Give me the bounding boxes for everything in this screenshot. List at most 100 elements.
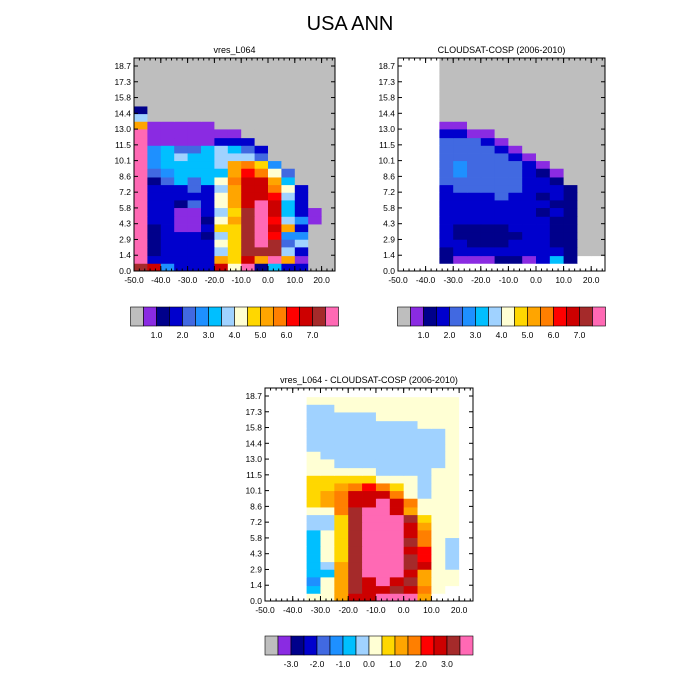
x-tick-label: 20.0 — [451, 605, 468, 615]
x-tick-label: -10.0 — [232, 275, 252, 285]
heatmap-cell — [334, 396, 349, 405]
heatmap-cell — [549, 58, 564, 68]
heatmap-cell — [308, 66, 322, 75]
heatmap-cell — [147, 231, 162, 240]
heatmap-cell — [417, 428, 432, 437]
y-tick-label: 15.8 — [378, 93, 395, 103]
heatmap-cell — [321, 121, 336, 130]
heatmap-cell — [389, 530, 405, 539]
x-tick-label: -50.0 — [255, 605, 275, 615]
heatmap-cell — [265, 576, 280, 587]
heatmap-cell — [254, 216, 269, 225]
heatmap-cell — [174, 263, 188, 272]
heatmap-cell — [254, 239, 269, 248]
heatmap-cell — [147, 160, 162, 169]
heatmap-cell — [403, 507, 418, 516]
y-tick-label: 10.1 — [378, 156, 395, 166]
heatmap-cell — [375, 396, 391, 405]
heatmap-cell — [281, 200, 296, 209]
heatmap-cell — [306, 576, 321, 587]
heatmap-cell — [187, 153, 202, 162]
heatmap-cell — [522, 192, 537, 201]
heatmap-cell — [577, 216, 592, 225]
heatmap-cell — [536, 207, 551, 217]
heatmap-cell — [268, 200, 282, 209]
heatmap-cell — [134, 177, 148, 186]
heatmap-cell — [411, 113, 426, 122]
heatmap-cell — [160, 246, 175, 257]
heatmap-cell — [278, 436, 294, 445]
heatmap-cell — [187, 113, 202, 122]
heatmap-cell — [591, 58, 606, 68]
colorbar-label: 3.0 — [470, 330, 482, 340]
heatmap-cell — [320, 459, 335, 469]
heatmap-cell — [265, 475, 280, 484]
heatmap-cell — [292, 467, 307, 476]
heatmap-cell — [308, 160, 322, 169]
colorbar-swatch — [299, 306, 313, 327]
heatmap-cell — [292, 530, 307, 539]
heatmap-cell — [268, 177, 282, 186]
heatmap-cell — [417, 412, 432, 422]
heatmap-cell — [459, 569, 474, 578]
heatmap-cell — [227, 246, 242, 257]
heatmap-cell — [375, 475, 391, 484]
heatmap-cell — [398, 113, 413, 122]
heatmap-cell — [389, 569, 405, 578]
heatmap-cell — [306, 498, 321, 508]
heatmap-cell — [241, 90, 255, 99]
heatmap-cell — [417, 459, 432, 469]
heatmap-cell — [431, 522, 446, 531]
heatmap-cell — [334, 576, 349, 587]
heatmap-cell — [201, 192, 215, 201]
heatmap-cell — [591, 200, 606, 209]
colorbar-swatch — [247, 306, 261, 327]
heatmap-cell — [445, 546, 460, 555]
colorbar: -3.0 -2.0 -1.0 0.0 1.0 2.0 3.0 — [264, 635, 474, 669]
heatmap-cell — [431, 475, 446, 484]
heatmap-cell — [417, 507, 432, 516]
heatmap-cell — [278, 576, 294, 587]
heatmap-cell — [292, 443, 307, 452]
figure-title: USA ANN — [307, 13, 394, 35]
heatmap-cell — [254, 82, 269, 92]
heatmap-cell — [425, 231, 440, 240]
heatmap-cell — [214, 90, 229, 99]
heatmap-cell — [160, 90, 175, 99]
heatmap-cell — [467, 153, 482, 162]
heatmap-cell — [522, 137, 537, 146]
heatmap-cell — [362, 451, 377, 460]
heatmap-cell — [431, 451, 446, 460]
heatmap-cell — [227, 58, 242, 68]
heatmap-cell — [321, 58, 336, 68]
colorbar-swatch — [449, 306, 463, 327]
heatmap-cell — [187, 255, 202, 264]
heatmap-cell — [591, 145, 606, 154]
heatmap-cell — [425, 263, 440, 272]
heatmap-cell — [398, 137, 413, 146]
heatmap-cell — [321, 168, 336, 178]
heatmap-cell — [411, 246, 426, 257]
heatmap-cell — [147, 137, 162, 146]
heatmap-cell — [278, 546, 294, 555]
heatmap-cell — [362, 514, 377, 523]
heatmap-cell — [459, 507, 474, 516]
heatmap-cell — [411, 200, 426, 209]
heatmap-cell — [278, 514, 294, 523]
heatmap-cell — [160, 263, 175, 272]
heatmap-cell — [292, 554, 307, 563]
heatmap-cell — [281, 231, 296, 240]
heatmap-cell — [321, 129, 336, 139]
heatmap-cell — [160, 137, 175, 146]
heatmap-cell — [431, 396, 446, 405]
y-tick-label: 7.2 — [250, 517, 262, 527]
heatmap-cell — [431, 554, 446, 563]
heatmap-cell — [439, 263, 454, 272]
heatmap-cell — [549, 184, 564, 193]
heatmap-cell — [265, 412, 280, 422]
heatmap-cell — [431, 530, 446, 539]
heatmap-cell — [375, 576, 391, 587]
heatmap-cell — [308, 129, 322, 139]
heatmap-cell — [308, 239, 322, 248]
heatmap-cell — [467, 98, 482, 107]
